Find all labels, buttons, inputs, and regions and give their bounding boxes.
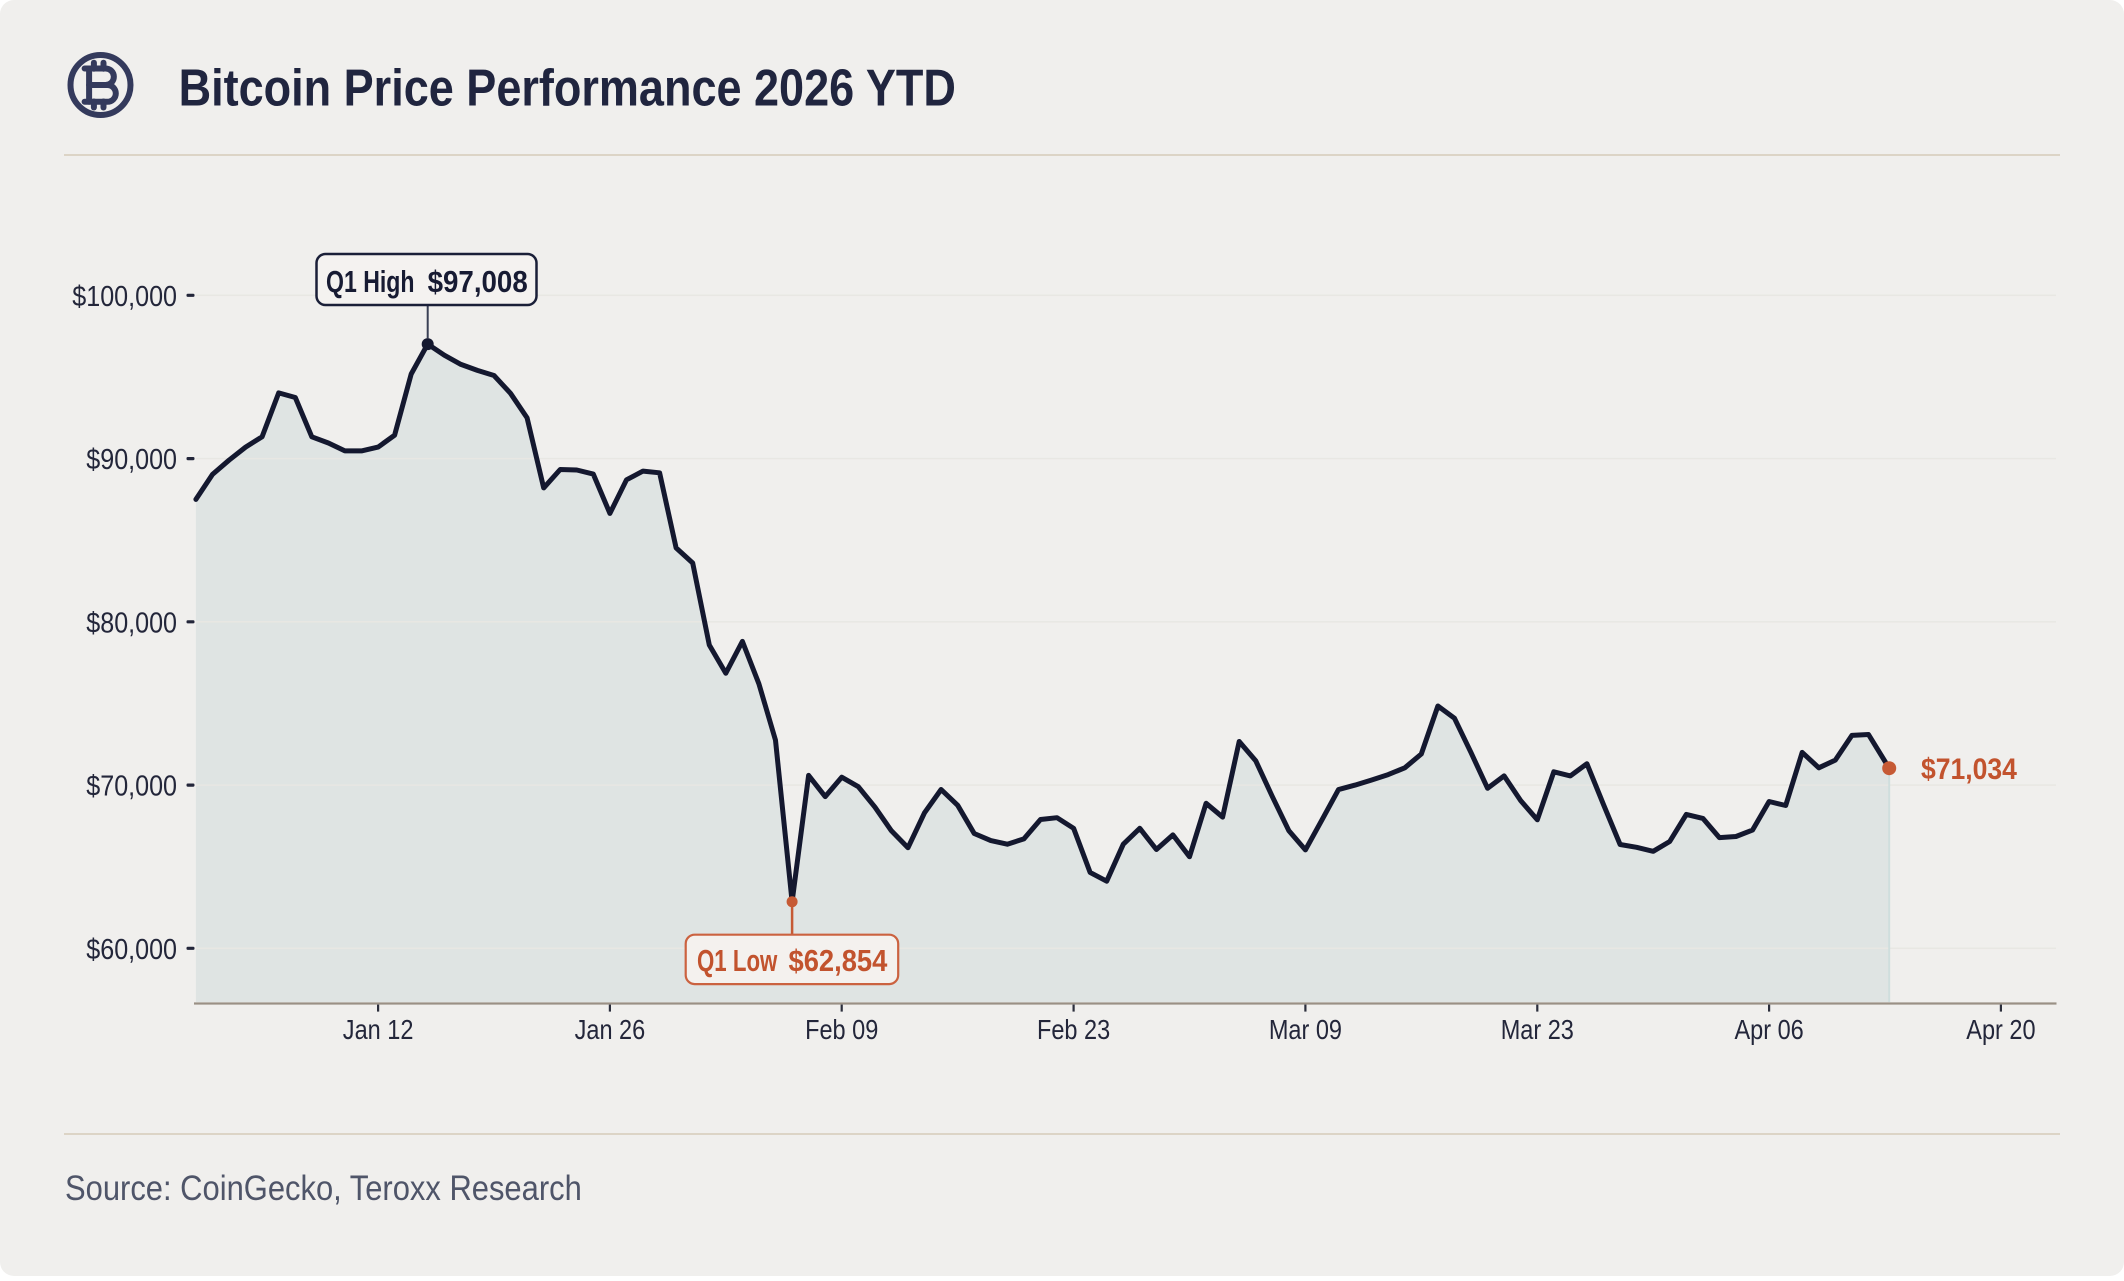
- svg-text:Feb 09: Feb 09: [805, 1015, 878, 1045]
- svg-text:$71,034: $71,034: [1921, 753, 2017, 786]
- svg-text:$97,008: $97,008: [428, 265, 528, 300]
- svg-text:Apr 06: Apr 06: [1734, 1015, 1803, 1045]
- svg-text:Jan 12: Jan 12: [343, 1015, 414, 1045]
- svg-text:Mar 23: Mar 23: [1501, 1015, 1574, 1045]
- svg-text:Q1 Low: Q1 Low: [697, 943, 778, 977]
- svg-text:Apr 20: Apr 20: [1966, 1015, 2035, 1045]
- svg-text:Bitcoin Price Performance 2026: Bitcoin Price Performance 2026 YTD: [179, 59, 956, 117]
- svg-text:$70,000: $70,000: [86, 769, 177, 802]
- svg-text:Source: CoinGecko, Teroxx Rese: Source: CoinGecko, Teroxx Research: [65, 1168, 582, 1207]
- svg-text:Jan 26: Jan 26: [575, 1015, 646, 1045]
- svg-text:$90,000: $90,000: [86, 442, 177, 475]
- svg-text:$60,000: $60,000: [86, 932, 177, 965]
- svg-text:$62,854: $62,854: [789, 944, 889, 978]
- svg-text:Mar 09: Mar 09: [1269, 1015, 1342, 1045]
- svg-text:Feb 23: Feb 23: [1037, 1015, 1110, 1045]
- svg-text:Q1 High: Q1 High: [326, 264, 415, 299]
- svg-text:$100,000: $100,000: [72, 279, 177, 312]
- svg-text:$80,000: $80,000: [86, 606, 177, 639]
